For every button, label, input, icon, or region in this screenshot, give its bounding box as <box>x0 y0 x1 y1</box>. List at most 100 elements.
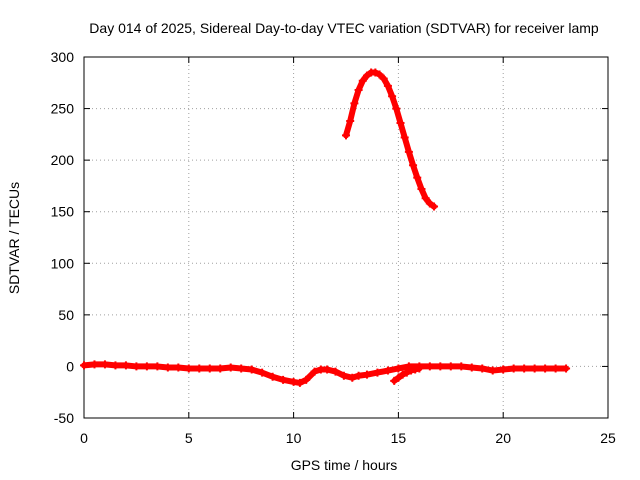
data-point <box>562 364 571 373</box>
data-point <box>247 365 256 374</box>
x-tick-label: 20 <box>495 430 511 446</box>
data-point <box>379 74 388 83</box>
data-point <box>346 116 355 125</box>
data-point <box>331 367 340 376</box>
data-point <box>394 364 403 373</box>
grid-lines <box>84 57 608 418</box>
data-point <box>226 363 235 372</box>
data-point <box>551 364 560 373</box>
y-tick-label: 150 <box>51 204 75 220</box>
data-point <box>111 361 120 370</box>
series-trace <box>343 69 438 210</box>
data-point <box>216 364 225 373</box>
data-point <box>342 131 350 140</box>
data-point <box>488 366 497 375</box>
data-point <box>90 360 99 369</box>
data-point <box>258 368 267 377</box>
data-point <box>375 70 384 79</box>
series-high-arc <box>342 68 439 211</box>
y-axis-label: SDTVAR / TECUs <box>6 182 22 294</box>
x-tick-label: 5 <box>185 430 193 446</box>
x-tick-label: 25 <box>600 430 616 446</box>
series-low-elevation-arcs <box>80 360 571 387</box>
data-point <box>354 371 363 380</box>
data-point <box>339 371 348 380</box>
data-point <box>394 373 403 382</box>
data-point <box>413 173 422 182</box>
data-points <box>80 68 571 387</box>
chart-title: Day 014 of 2025, Sidereal Day-to-day VTE… <box>89 20 599 36</box>
data-point <box>530 364 539 373</box>
data-point <box>383 81 392 90</box>
data-point <box>302 375 311 384</box>
data-point <box>153 362 162 371</box>
data-point <box>80 361 88 370</box>
data-point <box>446 362 455 371</box>
data-point <box>425 199 434 208</box>
data-point <box>100 360 109 369</box>
data-point <box>362 71 371 80</box>
data-point <box>520 364 529 373</box>
data-point <box>406 366 415 375</box>
data-point <box>323 365 332 374</box>
data-point <box>121 361 130 370</box>
data-point <box>390 376 399 385</box>
data-point <box>268 372 277 381</box>
data-point <box>430 202 439 211</box>
data-point <box>398 370 407 379</box>
data-point <box>195 364 204 373</box>
data-point <box>295 378 304 387</box>
data-point <box>132 362 141 371</box>
data-point <box>436 362 445 371</box>
data-point <box>509 364 518 373</box>
x-axis: 0 5 10 15 20 25 <box>80 57 616 446</box>
y-tick-label: -50 <box>54 410 74 426</box>
y-tick-label: 50 <box>58 307 74 323</box>
x-tick-label: 0 <box>80 430 88 446</box>
plot-frame <box>83 56 609 419</box>
data-point <box>279 375 288 384</box>
y-tick-label: 100 <box>51 255 75 271</box>
x-tick-label: 15 <box>391 430 407 446</box>
data-point <box>404 147 413 156</box>
data-point <box>388 92 397 101</box>
data-point <box>354 86 363 95</box>
data-point <box>478 364 487 373</box>
data-point <box>409 161 418 170</box>
data-point <box>421 194 430 203</box>
y-tick-label: 300 <box>51 49 75 65</box>
y-tick-label: 200 <box>51 152 75 168</box>
y-tick-label: 250 <box>51 101 75 117</box>
data-point <box>467 363 476 372</box>
data-point <box>400 133 409 142</box>
x-axis-label: GPS time / hours <box>291 457 398 473</box>
data-point <box>373 368 382 377</box>
series-short-arc <box>390 364 424 385</box>
data-point <box>289 377 298 386</box>
data-point <box>358 76 367 85</box>
data-point <box>310 367 319 376</box>
data-point <box>457 362 466 371</box>
x-tick-label: 10 <box>286 430 302 446</box>
data-point <box>417 185 426 194</box>
data-point <box>499 365 508 374</box>
data-point <box>415 364 424 373</box>
data-point <box>174 363 183 372</box>
y-axis: -50 0 50 100 150 200 250 300 <box>51 49 608 426</box>
data-point <box>350 99 359 108</box>
data-point <box>142 362 151 371</box>
data-point <box>411 365 420 374</box>
data-point <box>541 364 550 373</box>
data-point <box>163 363 172 372</box>
data-point <box>425 362 434 371</box>
data-point <box>371 68 380 77</box>
data-point <box>205 364 214 373</box>
data-point <box>396 119 405 128</box>
data-point <box>237 364 246 373</box>
data-point <box>402 368 411 377</box>
data-point <box>362 370 371 379</box>
data-point <box>383 366 392 375</box>
y-tick-label: 0 <box>66 358 74 374</box>
data-point <box>392 104 401 113</box>
